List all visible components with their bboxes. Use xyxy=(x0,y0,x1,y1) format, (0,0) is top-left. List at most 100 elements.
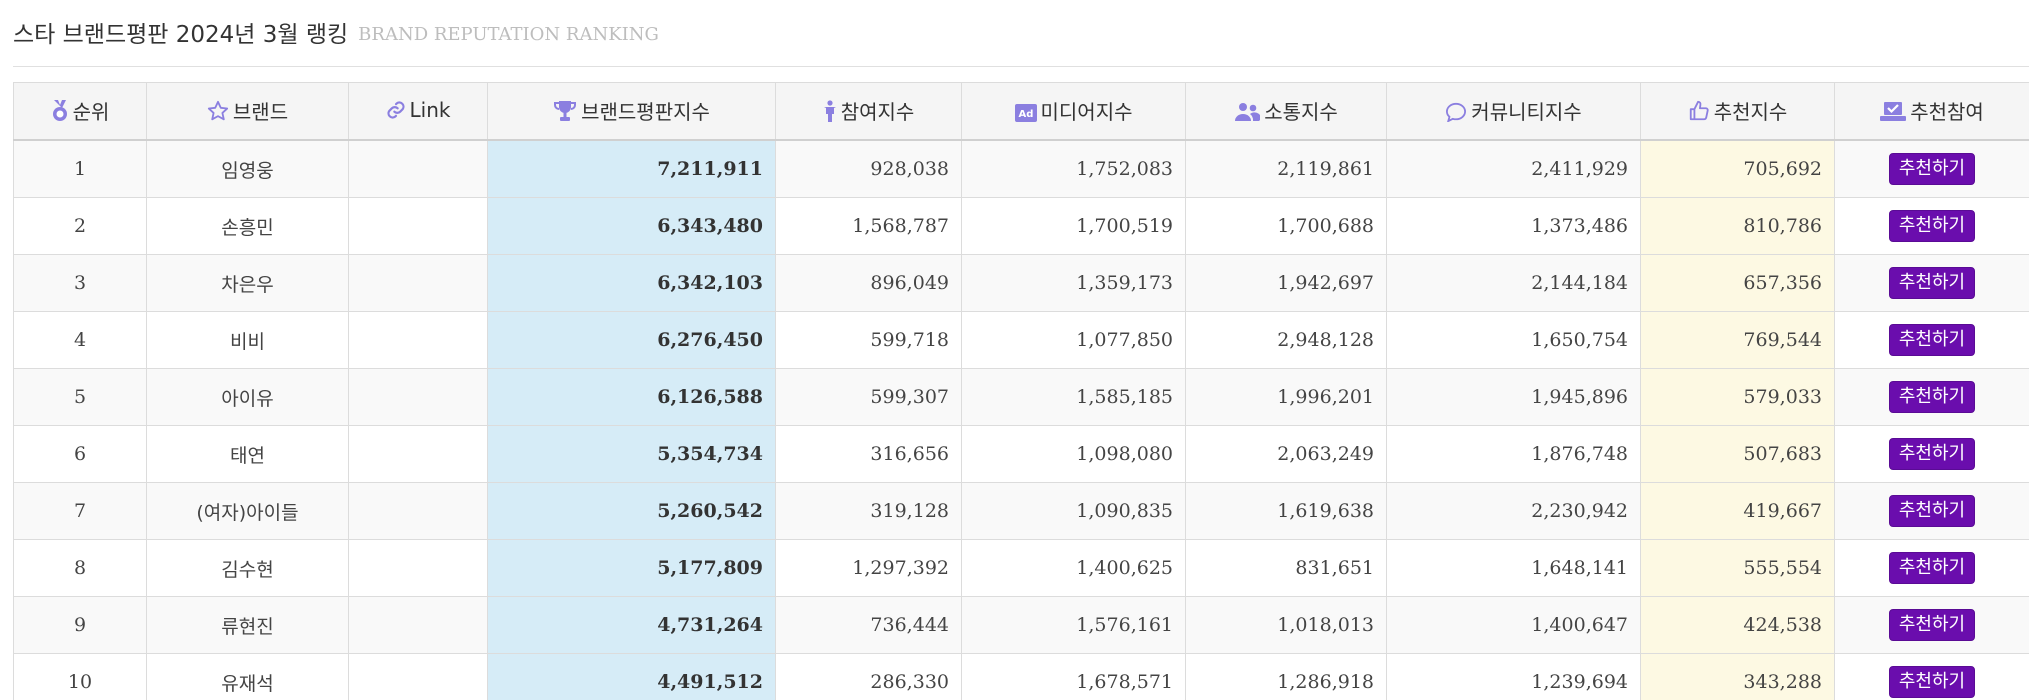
rank-cell: 7 xyxy=(13,482,147,540)
table-row: 9 류현진 4,731,264 736,444 1,576,161 1,018,013 1,… xyxy=(13,596,2029,654)
table-row: 2 손흥민 6,343,480 1,568,787 1,700,519 1,700,688… xyxy=(13,197,2029,255)
recommend-button[interactable]: 추천하기 xyxy=(1888,495,1976,527)
rank-cell: 1 xyxy=(13,139,147,198)
column-header-label: 브랜드평판지수 xyxy=(581,99,710,124)
media-cell: 1,400,625 xyxy=(961,539,1186,597)
column-header-brand[interactable]: 브랜드 xyxy=(146,82,349,141)
column-header-label: 커뮤니티지수 xyxy=(1471,99,1582,124)
community-cell: 1,876,748 xyxy=(1386,425,1641,483)
column-header-label: 참여지수 xyxy=(840,99,915,124)
column-header-label: 소통지수 xyxy=(1264,99,1338,124)
recommend-button[interactable]: 추천하기 xyxy=(1888,666,1976,698)
link-cell[interactable] xyxy=(348,139,488,198)
community-cell: 1,945,896 xyxy=(1386,368,1641,426)
rank-cell: 4 xyxy=(13,311,147,369)
table-row: 10 유재석 4,491,512 286,330 1,678,571 1,286,918 1… xyxy=(13,653,2029,700)
table-row: 7 (여자)아이들 5,260,542 319,128 1,090,835 1,619,6… xyxy=(13,482,2029,540)
column-header-communication[interactable]: 소통지수 xyxy=(1185,82,1387,141)
vote-cell: 추천하기 xyxy=(1834,139,2029,198)
rank-cell: 6 xyxy=(13,425,147,483)
communication-cell: 1,996,201 xyxy=(1185,368,1387,426)
page-title-main: 스타 브랜드평판 2024년 3월 랭킹 xyxy=(13,22,349,48)
table-row: 5 아이유 6,126,588 599,307 1,585,185 1,996,201 1,… xyxy=(13,368,2029,426)
link-cell[interactable] xyxy=(348,653,488,700)
media-cell: 1,700,519 xyxy=(961,197,1186,255)
community-cell: 1,400,647 xyxy=(1386,596,1641,654)
page-title-sub: BRAND REPUTATION RANKING xyxy=(358,23,659,45)
rank-cell: 5 xyxy=(13,368,147,426)
link-cell[interactable] xyxy=(348,254,488,312)
recommend-button[interactable]: 추천하기 xyxy=(1888,609,1976,641)
community-cell: 1,648,141 xyxy=(1386,539,1641,597)
media-cell: 1,752,083 xyxy=(961,139,1186,198)
communication-cell: 1,942,697 xyxy=(1185,254,1387,312)
recommend-cell: 424,538 xyxy=(1640,596,1835,654)
community-cell: 2,144,184 xyxy=(1386,254,1641,312)
vote-cell: 추천하기 xyxy=(1834,596,2029,654)
brand-index-cell: 5,177,809 xyxy=(487,539,776,597)
brand-cell[interactable]: 아이유 xyxy=(146,368,349,426)
recommend-cell: 343,288 xyxy=(1640,653,1835,700)
column-header-label: 추천참여 xyxy=(1910,99,1984,124)
media-cell: 1,359,173 xyxy=(961,254,1186,312)
community-cell: 2,411,929 xyxy=(1386,139,1641,198)
brand-cell[interactable]: 태연 xyxy=(146,425,349,483)
participation-cell: 599,307 xyxy=(775,368,962,426)
column-header-media[interactable]: Ad 미디어지수 xyxy=(961,82,1186,141)
communication-cell: 1,700,688 xyxy=(1185,197,1387,255)
table-row: 3 차은우 6,342,103 896,049 1,359,173 1,942,697 2,… xyxy=(13,254,2029,312)
column-header-recommend[interactable]: 추천지수 xyxy=(1640,82,1835,141)
column-header-participation[interactable]: 참여지수 xyxy=(775,82,962,141)
recommend-button[interactable]: 추천하기 xyxy=(1888,552,1976,584)
brand-cell[interactable]: (여자)아이들 xyxy=(146,482,349,540)
vote-cell: 추천하기 xyxy=(1834,197,2029,255)
column-header-rank[interactable]: 순위 xyxy=(13,82,147,141)
vote-cell: 추천하기 xyxy=(1834,539,2029,597)
recommend-button[interactable]: 추천하기 xyxy=(1888,438,1976,470)
column-header-community[interactable]: 커뮤니티지수 xyxy=(1386,82,1641,141)
participation-cell: 316,656 xyxy=(775,425,962,483)
recommend-button[interactable]: 추천하기 xyxy=(1888,267,1976,299)
brand-cell[interactable]: 유재석 xyxy=(146,653,349,700)
person-icon xyxy=(823,99,837,127)
link-cell[interactable] xyxy=(348,197,488,255)
thumbs-up-icon xyxy=(1688,100,1710,127)
brand-cell[interactable]: 류현진 xyxy=(146,596,349,654)
title-divider xyxy=(13,66,2029,67)
column-header-brand-index[interactable]: 브랜드평판지수 xyxy=(487,82,776,141)
link-cell[interactable] xyxy=(348,425,488,483)
star-icon xyxy=(207,100,229,127)
brand-cell[interactable]: 비비 xyxy=(146,311,349,369)
media-cell: 1,077,850 xyxy=(961,311,1186,369)
column-header-link[interactable]: Link xyxy=(348,82,488,141)
ad-icon: Ad xyxy=(1014,103,1037,127)
media-cell: 1,098,080 xyxy=(961,425,1186,483)
brand-cell[interactable]: 김수현 xyxy=(146,539,349,597)
communication-cell: 1,018,013 xyxy=(1185,596,1387,654)
brand-cell[interactable]: 임영웅 xyxy=(146,139,349,198)
media-cell: 1,576,161 xyxy=(961,596,1186,654)
link-cell[interactable] xyxy=(348,482,488,540)
media-cell: 1,585,185 xyxy=(961,368,1186,426)
link-cell[interactable] xyxy=(348,368,488,426)
vote-cell: 추천하기 xyxy=(1834,254,2029,312)
participation-cell: 736,444 xyxy=(775,596,962,654)
link-cell[interactable] xyxy=(348,596,488,654)
media-cell: 1,678,571 xyxy=(961,653,1186,700)
link-icon xyxy=(386,100,406,125)
column-header-label: 추천지수 xyxy=(1713,99,1788,124)
column-header-vote[interactable]: 추천참여 xyxy=(1834,82,2029,141)
recommend-button[interactable]: 추천하기 xyxy=(1888,324,1976,356)
recommend-button[interactable]: 추천하기 xyxy=(1888,210,1976,242)
vote-cell: 추천하기 xyxy=(1834,653,2029,700)
link-cell[interactable] xyxy=(348,311,488,369)
page-title: 스타 브랜드평판 2024년 3월 랭킹 BRAND REPUTATION RA… xyxy=(13,10,659,54)
communication-cell: 831,651 xyxy=(1185,539,1387,597)
link-cell[interactable] xyxy=(348,539,488,597)
recommend-button[interactable]: 추천하기 xyxy=(1888,381,1976,413)
communication-cell: 1,286,918 xyxy=(1185,653,1387,700)
brand-cell[interactable]: 손흥민 xyxy=(146,197,349,255)
brand-cell[interactable]: 차은우 xyxy=(146,254,349,312)
rank-cell: 3 xyxy=(13,254,147,312)
recommend-button[interactable]: 추천하기 xyxy=(1888,153,1976,185)
